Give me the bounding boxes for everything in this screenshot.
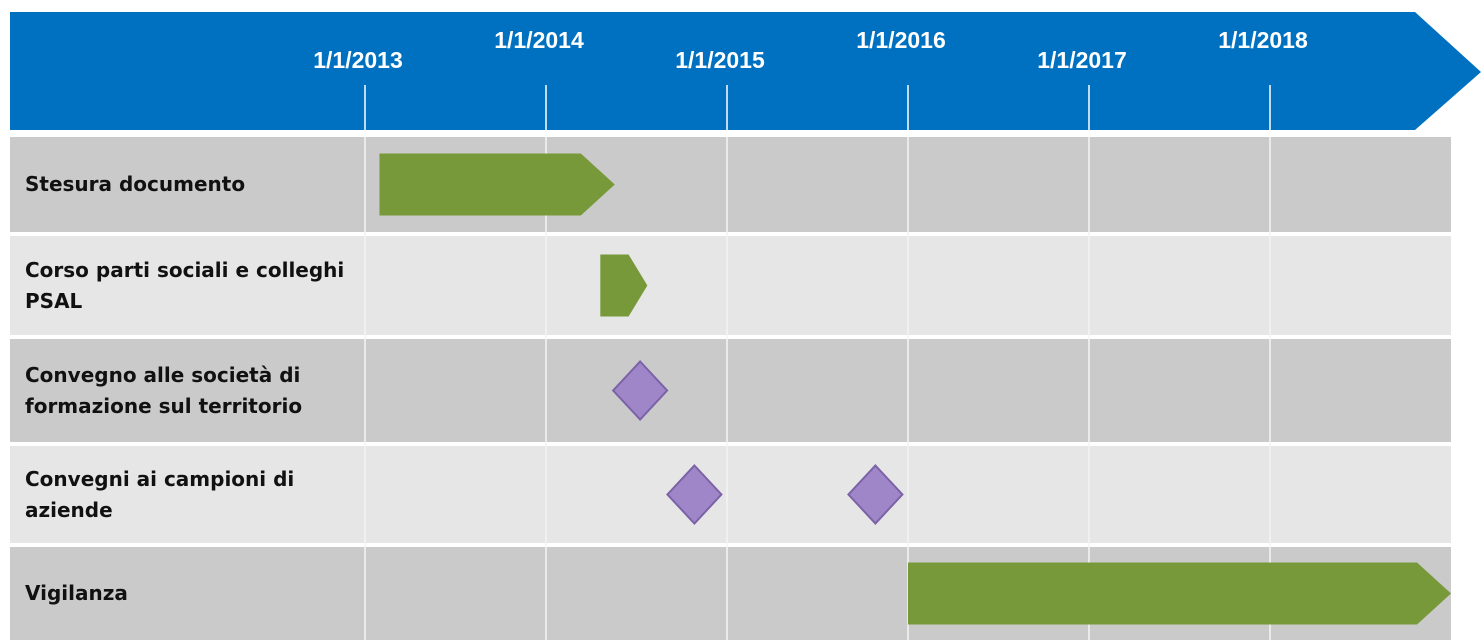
milestone	[847, 464, 904, 525]
row-band	[10, 446, 1451, 543]
task-bar	[379, 153, 615, 216]
x-tick-label: 1/1/2016	[856, 27, 946, 53]
x-tick-label: 1/1/2015	[675, 47, 765, 73]
milestone	[666, 464, 723, 525]
task-label: Corso parti sociali e colleghi PSAL	[25, 257, 345, 313]
task-label: Vigilanza	[25, 581, 128, 605]
x-tick-label: 1/1/2018	[1218, 27, 1308, 53]
header-band	[10, 12, 1481, 130]
row-band	[10, 339, 1451, 442]
x-tick-label: 1/1/2013	[313, 47, 403, 73]
milestone	[611, 360, 669, 421]
task-label: Stesura documento	[25, 172, 246, 196]
x-tick-label: 1/1/2017	[1037, 47, 1127, 73]
task-bar	[908, 562, 1451, 625]
row-band	[10, 137, 1451, 232]
task-label: Convegni ai campioni di aziende	[25, 466, 295, 522]
x-tick-label: 1/1/2014	[494, 27, 584, 53]
task-bar	[600, 254, 648, 317]
task-label: Convegno alle società di formazione sul …	[25, 362, 303, 418]
row-band	[10, 236, 1451, 335]
